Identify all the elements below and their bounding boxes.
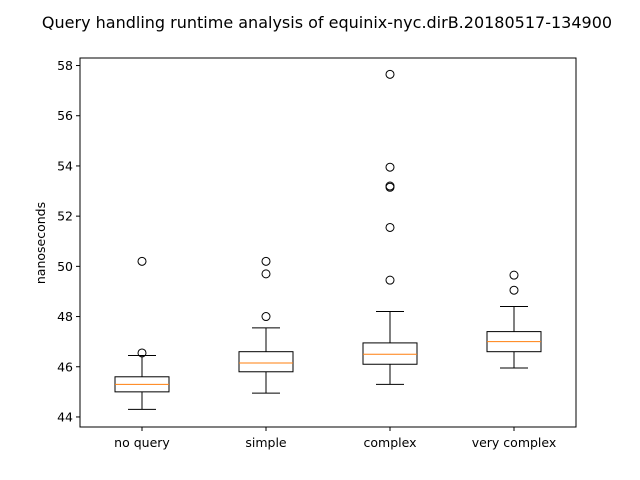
plot-area: 44 46 48 50 52 54 56 58 no query simple complex ver… xyxy=(57,57,577,450)
x-tick-label: complex xyxy=(364,435,417,450)
x-tick-label: simple xyxy=(245,435,287,450)
x-tick-label: no query xyxy=(114,435,170,450)
plot-frame xyxy=(79,57,577,428)
y-tick-label: 52 xyxy=(57,209,73,224)
box xyxy=(362,342,418,365)
y-axis-label: nanoseconds xyxy=(33,202,48,284)
outlier-point xyxy=(261,256,271,266)
y-tick-label: 48 xyxy=(57,309,73,324)
y-tick-label: 56 xyxy=(57,108,73,123)
outlier-point xyxy=(261,269,271,279)
box xyxy=(238,351,294,373)
outlier-point xyxy=(385,275,395,285)
outlier-point xyxy=(261,312,271,322)
x-tick-label: very complex xyxy=(472,435,557,450)
outlier-point xyxy=(509,270,519,280)
outlier-point xyxy=(385,69,395,79)
outlier-point xyxy=(509,285,519,295)
outlier-point xyxy=(385,162,395,172)
outlier-point xyxy=(385,181,395,191)
outlier-point xyxy=(385,222,395,232)
outlier-point xyxy=(137,256,147,266)
y-tick-label: 58 xyxy=(57,58,73,73)
y-tick-label: 46 xyxy=(57,359,73,374)
y-tick-label: 50 xyxy=(57,259,73,274)
outlier-point xyxy=(137,348,147,358)
y-tick-label: 54 xyxy=(57,158,73,173)
chart-title: Query handling runtime analysis of equin… xyxy=(42,13,612,32)
y-tick-label: 44 xyxy=(57,409,73,424)
